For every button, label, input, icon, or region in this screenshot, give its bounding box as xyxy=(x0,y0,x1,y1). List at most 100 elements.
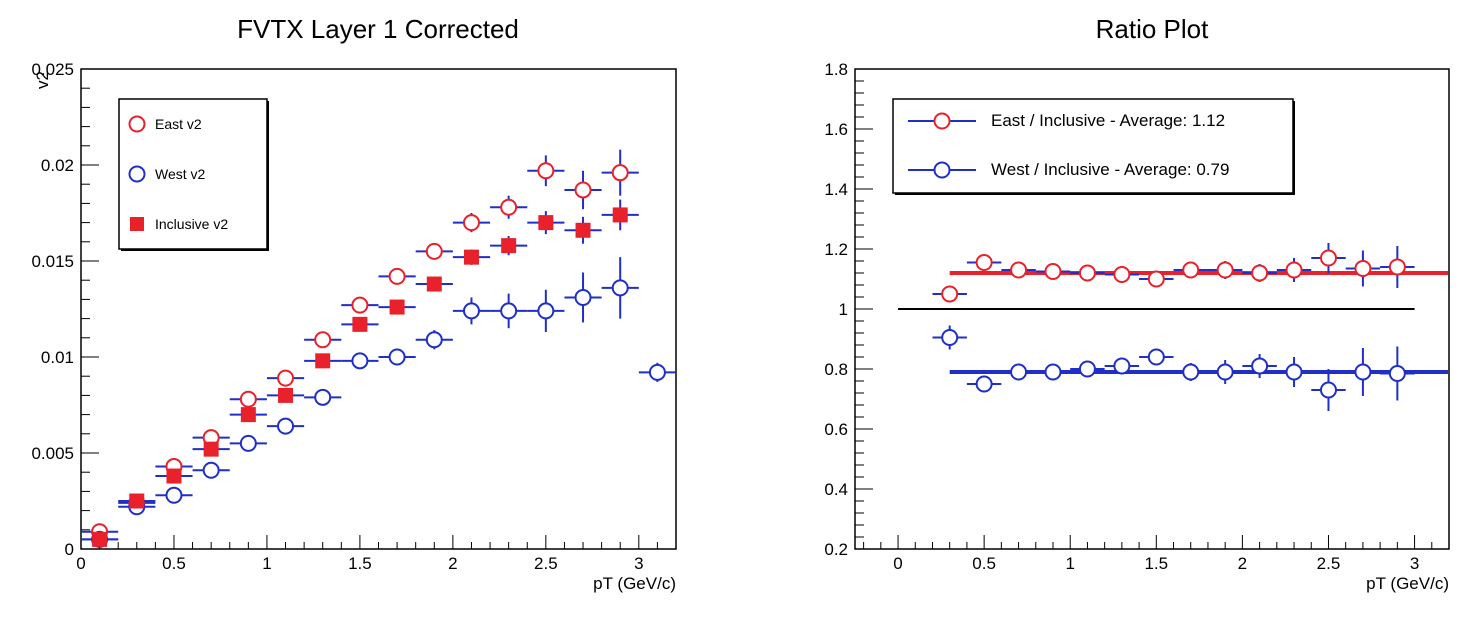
data-point xyxy=(452,297,491,325)
data-point xyxy=(601,149,639,196)
marker-circle xyxy=(1044,263,1062,280)
y-tick-label: 0.005 xyxy=(31,444,74,463)
marker-square xyxy=(315,353,331,369)
y-tick-label: 0.015 xyxy=(31,252,74,271)
marker-square xyxy=(389,299,405,315)
data-point xyxy=(266,387,305,403)
marker-circle xyxy=(1251,357,1269,375)
legend-box xyxy=(892,98,1294,194)
data-point xyxy=(452,213,491,233)
data-point xyxy=(1035,363,1071,381)
y-tick-label: 0.4 xyxy=(824,480,848,499)
data-point xyxy=(341,352,379,370)
data-point xyxy=(1380,346,1415,401)
data-point xyxy=(1070,360,1105,378)
x-tick-label: 2.5 xyxy=(1317,554,1341,573)
marker-circle xyxy=(941,285,959,303)
data-point xyxy=(1345,348,1381,396)
marker-circle xyxy=(1010,363,1028,381)
marker-square xyxy=(463,249,479,265)
marker-square xyxy=(278,387,294,403)
data-point xyxy=(564,272,602,323)
data-point xyxy=(452,249,491,265)
marker-circle xyxy=(1285,261,1303,279)
x-tick-label: 1 xyxy=(262,554,271,573)
marker-circle xyxy=(1251,264,1269,282)
y-tick-label: 0.01 xyxy=(41,348,74,367)
data-point xyxy=(1173,363,1208,381)
data-point xyxy=(1104,266,1140,283)
x-tick-label: 3 xyxy=(1410,554,1419,573)
y-tick-label: 0.02 xyxy=(41,156,74,175)
data-point xyxy=(1104,357,1140,375)
legend-marker-square xyxy=(130,217,144,231)
marker-circle xyxy=(537,162,555,180)
legend-entry: West / Inclusive - Average: 0.79 xyxy=(908,160,1229,179)
data-point xyxy=(1380,246,1415,288)
marker-square xyxy=(501,238,517,254)
marker-circle xyxy=(574,181,592,199)
series-2 xyxy=(932,325,1415,411)
legend-marker-circle xyxy=(128,165,146,183)
y-tick-label: 1.2 xyxy=(824,240,848,259)
data-point xyxy=(155,486,193,504)
data-point xyxy=(1139,270,1174,288)
marker-circle xyxy=(388,267,406,285)
data-point xyxy=(304,353,342,369)
data-point xyxy=(601,199,639,231)
x-tick-label: 1.5 xyxy=(1144,554,1168,573)
marker-circle xyxy=(1354,363,1372,381)
marker-circle xyxy=(425,242,443,260)
x-tick-label: 0 xyxy=(893,554,902,573)
marker-circle xyxy=(1078,360,1096,378)
data-point xyxy=(1207,360,1243,384)
marker-circle xyxy=(611,164,629,182)
marker-circle xyxy=(388,348,406,366)
data-point xyxy=(378,348,416,366)
y-tick-label: 0.025 xyxy=(31,60,74,79)
legend: East / Inclusive - Average: 1.12 West / I… xyxy=(892,98,1295,195)
legend-entry: East v2 xyxy=(128,115,202,133)
marker-square xyxy=(92,531,108,547)
data-point xyxy=(81,531,119,547)
y-tick-label: 1.6 xyxy=(824,120,848,139)
data-point xyxy=(341,296,379,314)
y-axis-label: v2 xyxy=(33,71,52,89)
data-point xyxy=(1276,258,1312,282)
marker-circle xyxy=(277,369,295,387)
data-point xyxy=(229,407,267,423)
data-point xyxy=(932,285,967,303)
marker-circle xyxy=(1182,363,1200,381)
data-point xyxy=(601,257,639,319)
x-tick-label: 1.5 xyxy=(348,554,372,573)
legend-entry: Inclusive v2 xyxy=(130,216,228,232)
marker-circle xyxy=(1010,261,1028,279)
data-point xyxy=(341,316,379,332)
marker-square xyxy=(166,468,182,484)
y-tick-label: 0.6 xyxy=(824,420,848,439)
series-1 xyxy=(932,243,1415,303)
marker-circle xyxy=(1285,363,1303,381)
data-point xyxy=(1311,243,1346,273)
chart-title: Ratio Plot xyxy=(1096,14,1209,44)
x-tick-label: 3 xyxy=(634,554,643,573)
marker-circle xyxy=(1113,357,1131,375)
marker-circle xyxy=(1182,261,1200,279)
marker-circle xyxy=(1147,270,1165,288)
marker-square xyxy=(612,207,628,223)
x-tick-label: 2.5 xyxy=(534,554,558,573)
data-point xyxy=(527,155,565,187)
marker-circle xyxy=(500,302,518,320)
legend-label: East v2 xyxy=(155,116,202,132)
data-point xyxy=(378,299,416,315)
y-tick-label: 0.8 xyxy=(824,360,848,379)
marker-square xyxy=(240,407,256,423)
y-tick-label: 0.2 xyxy=(824,540,848,559)
data-point xyxy=(1345,250,1381,287)
marker-circle xyxy=(351,352,369,370)
marker-circle xyxy=(574,288,592,306)
data-point xyxy=(378,267,416,285)
series-2 xyxy=(81,257,676,548)
